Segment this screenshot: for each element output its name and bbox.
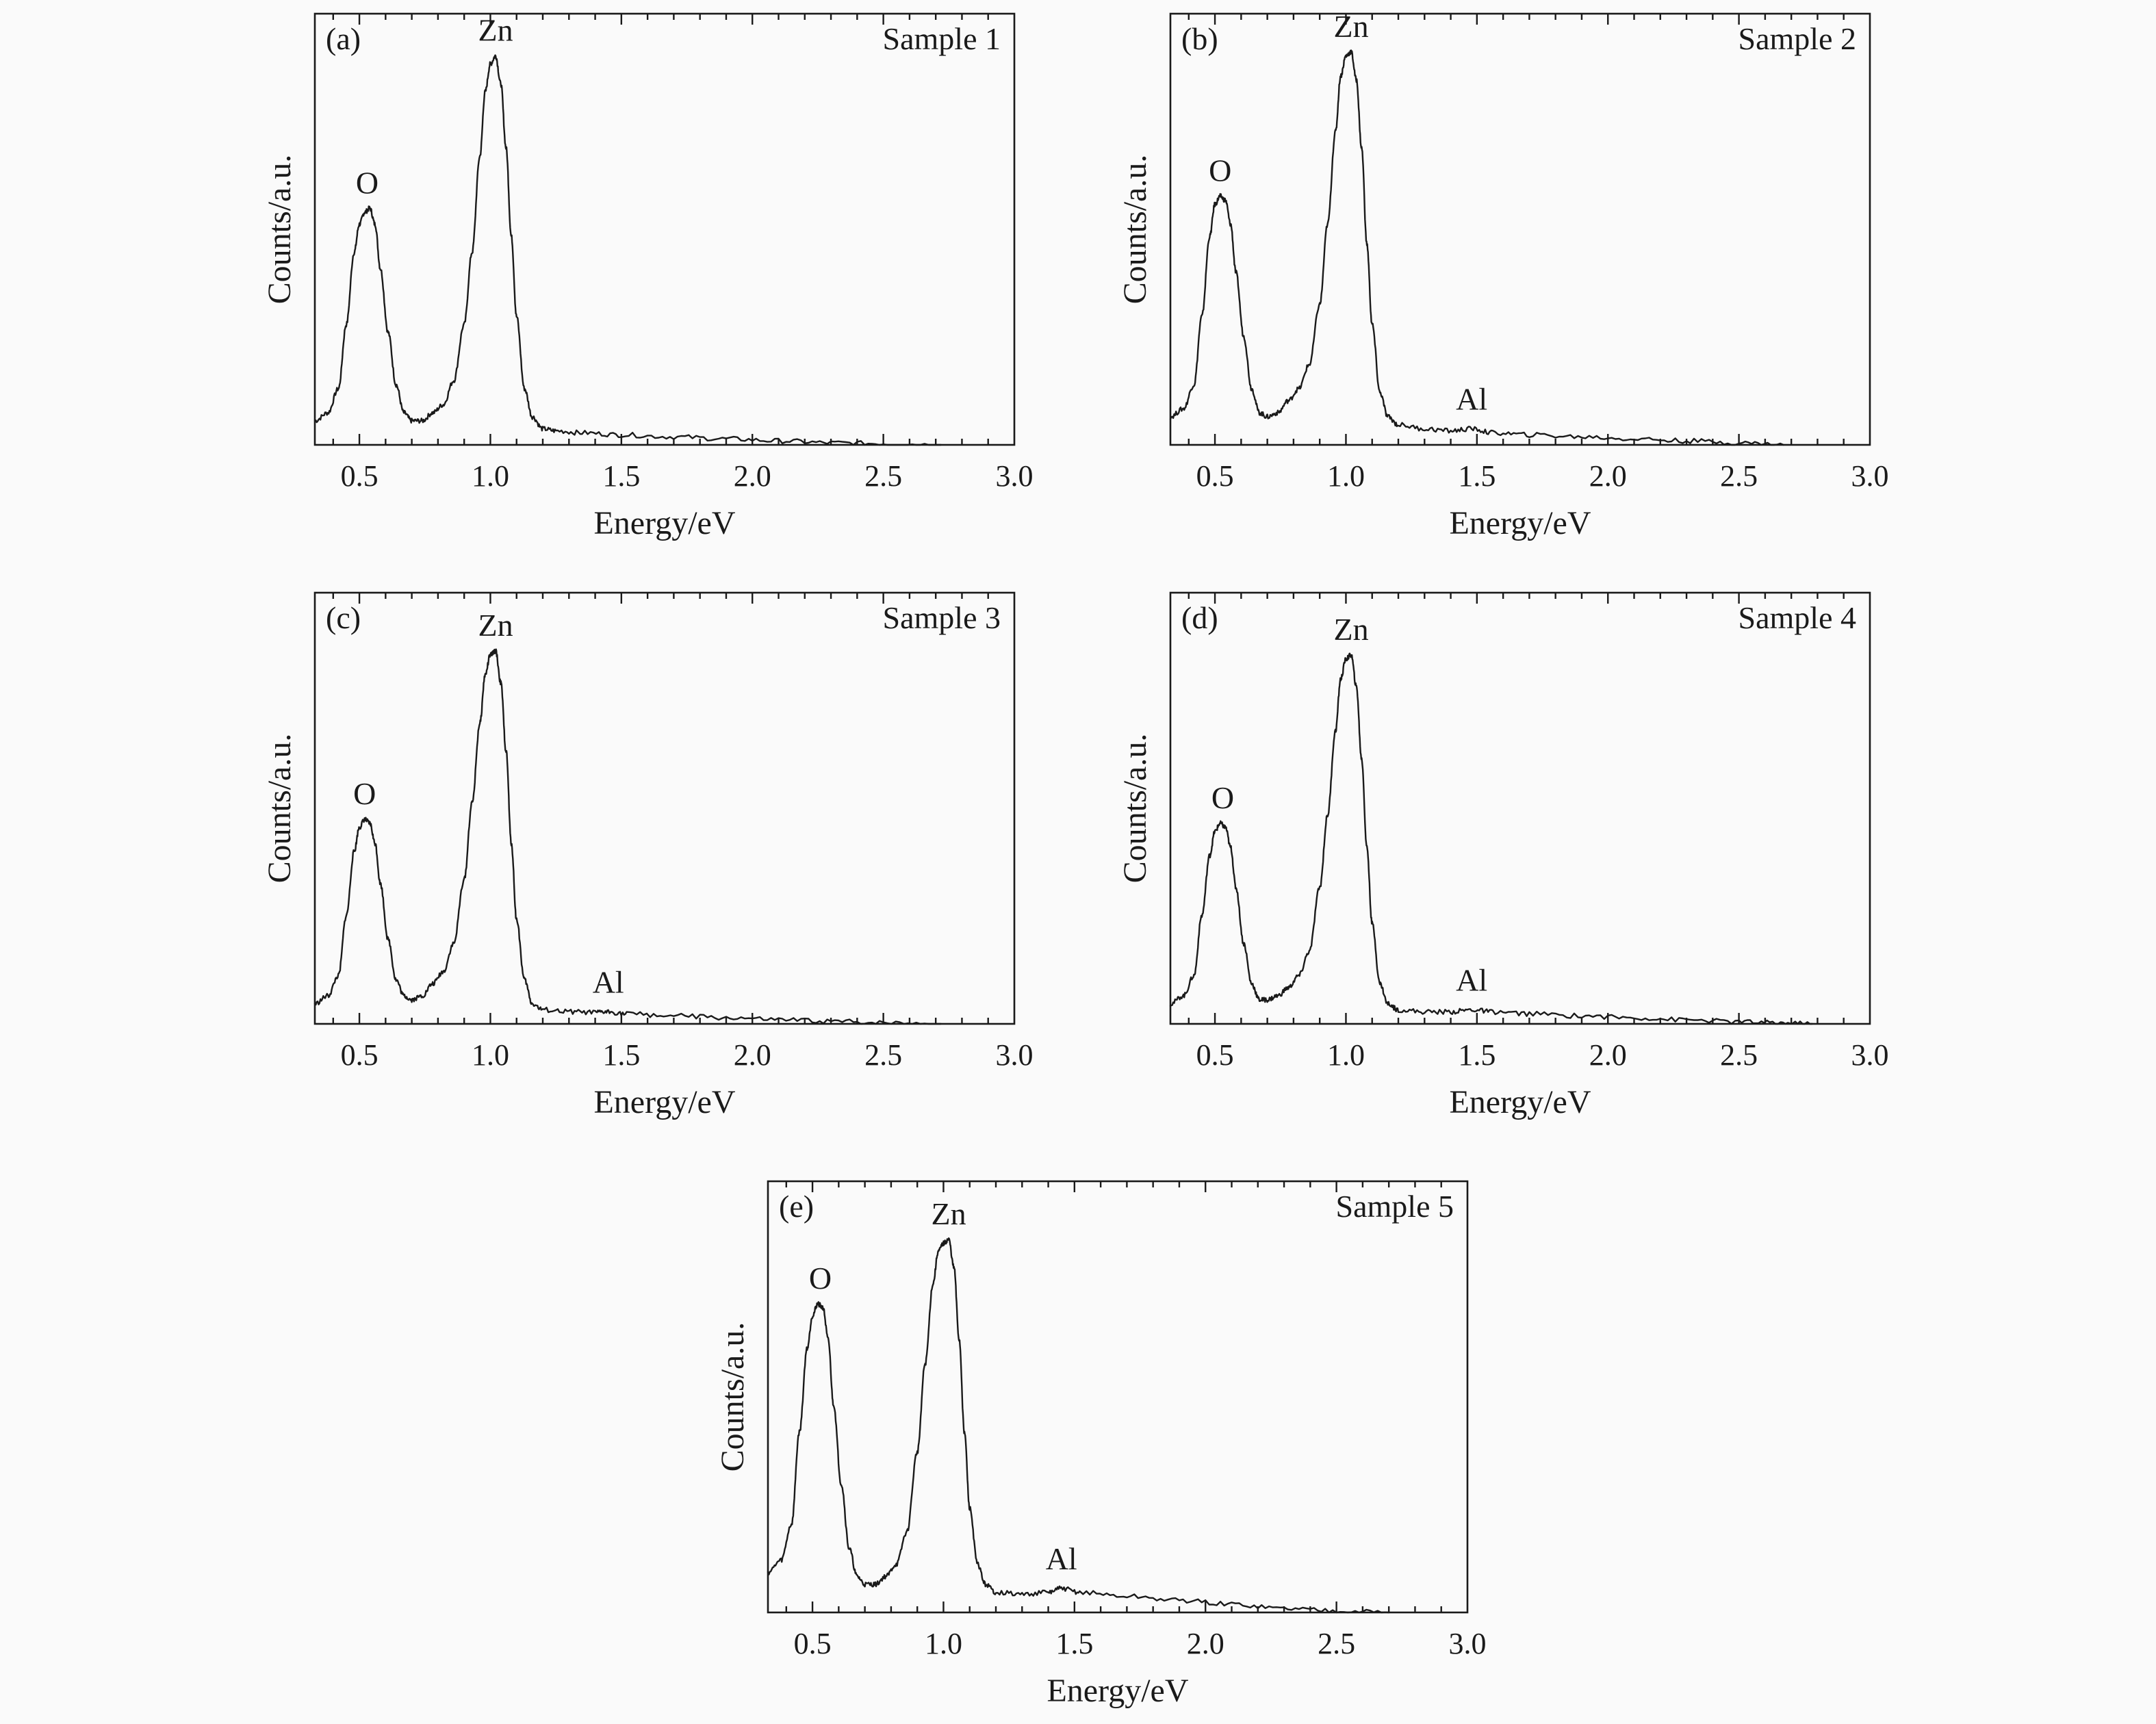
x-tick-label: 3.0 [1851,1038,1889,1072]
spectrum-line [1169,652,1813,1025]
x-tick-label: 1.5 [1458,459,1496,493]
x-tick-label: 3.0 [996,1038,1034,1072]
peak-label-al: Al [593,964,624,999]
y-axis-label: Counts/a.u. [1117,734,1153,884]
spectrum-line [767,1237,1390,1614]
x-tick-label: 1.5 [602,459,640,493]
x-tick-label: 0.5 [341,459,378,493]
panel-c: 0.5 1.0 1.5 2.0 2.5 3.0 O Zn Al (c) Sample 3 Energy… [261,591,1034,1120]
peak-label-al: Al [1456,962,1487,997]
x-tick-label: 3.0 [996,459,1034,493]
x-tick-label: 2.5 [864,459,902,493]
sample-name: Sample 5 [1336,1189,1454,1224]
y-axis-label: Counts/a.u. [715,1322,751,1472]
x-axis-label: Energy/eV [1047,1673,1188,1709]
x-tick-label: 0.5 [341,1038,378,1072]
sample-name: Sample 3 [883,600,1001,635]
panel-b: 0.5 1.0 1.5 2.0 2.5 3.0 O Zn Al (b) Sample 2 Energy… [1117,9,1889,541]
panel-e: 0.5 1.0 1.5 2.0 2.5 3.0 O Zn Al (e) Sample 5 Energy… [715,1180,1487,1709]
peak-label-zn: Zn [478,13,513,48]
x-axis-label: Energy/eV [593,1084,735,1120]
peak-label-al: Al [1456,382,1487,417]
x-tick-label: 2.5 [1720,1038,1758,1072]
x-tick-label: 1.0 [472,459,509,493]
x-tick-label: 2.0 [734,1038,771,1072]
plot-frame [313,591,1016,1025]
x-tick-label: 2.0 [734,459,771,493]
x-tick-label: 0.5 [1196,459,1234,493]
x-tick-label: 3.0 [1851,459,1889,493]
panel-a: 0.5 1.0 1.5 2.0 2.5 3.0 O Zn (a) Sample 1 Energy/e… [261,13,1034,541]
panel-label: (a) [326,21,361,56]
spectrum-line [1169,49,1784,446]
sample-name: Sample 1 [883,21,1001,56]
x-tick-label: 1.5 [602,1038,640,1072]
sample-name: Sample 4 [1738,600,1856,635]
peak-label-o: O [1209,153,1231,188]
x-tick-label: 1.5 [1055,1627,1093,1660]
peak-label-zn: Zn [932,1196,966,1231]
x-tick-label: 1.5 [1458,1038,1496,1072]
x-tick-label: 2.0 [1589,459,1627,493]
panel-d: 0.5 1.0 1.5 2.0 2.5 3.0 O Zn Al (d) Sample 4 Energy… [1117,591,1889,1120]
y-axis-label: Counts/a.u. [261,155,298,305]
plot-frame [1169,12,1871,446]
x-tick-label: 0.5 [794,1627,832,1660]
x-tick-label: 2.5 [1318,1627,1355,1660]
plot-frame [313,12,1016,446]
x-tick-label: 3.0 [1449,1627,1487,1660]
plot-frame [1169,591,1871,1025]
x-tick-label: 2.5 [1720,459,1758,493]
panel-label: (b) [1181,21,1218,56]
spectrum-line [313,54,942,446]
sample-name: Sample 2 [1738,21,1856,56]
peak-label-o: O [809,1261,832,1296]
x-axis-label: Energy/eV [593,505,735,541]
x-tick-label: 1.0 [1327,459,1365,493]
x-tick-label: 2.0 [1589,1038,1627,1072]
x-axis-label: Energy/eV [1449,1084,1591,1120]
plot-frame [767,1180,1469,1614]
x-axis-label: Energy/eV [1449,505,1591,541]
peak-label-zn: Zn [1334,612,1369,647]
spectrum-line [313,648,942,1025]
x-tick-label: 0.5 [1196,1038,1234,1072]
peak-label-o: O [1211,780,1234,815]
panel-label: (c) [326,600,361,635]
y-axis-label: Counts/a.u. [261,734,298,884]
peak-label-o: O [353,776,376,811]
x-tick-label: 2.0 [1187,1627,1224,1660]
peak-label-zn: Zn [478,608,513,643]
x-tick-label: 1.0 [1327,1038,1365,1072]
peak-label-zn: Zn [1334,9,1369,44]
panel-label: (e) [779,1189,814,1224]
x-tick-label: 1.0 [925,1627,962,1660]
x-tick-label: 1.0 [472,1038,509,1072]
peak-label-o: O [356,165,378,200]
peak-label-al: Al [1046,1541,1077,1576]
panel-label: (d) [1181,600,1218,635]
y-axis-label: Counts/a.u. [1117,155,1153,305]
x-tick-label: 2.5 [864,1038,902,1072]
